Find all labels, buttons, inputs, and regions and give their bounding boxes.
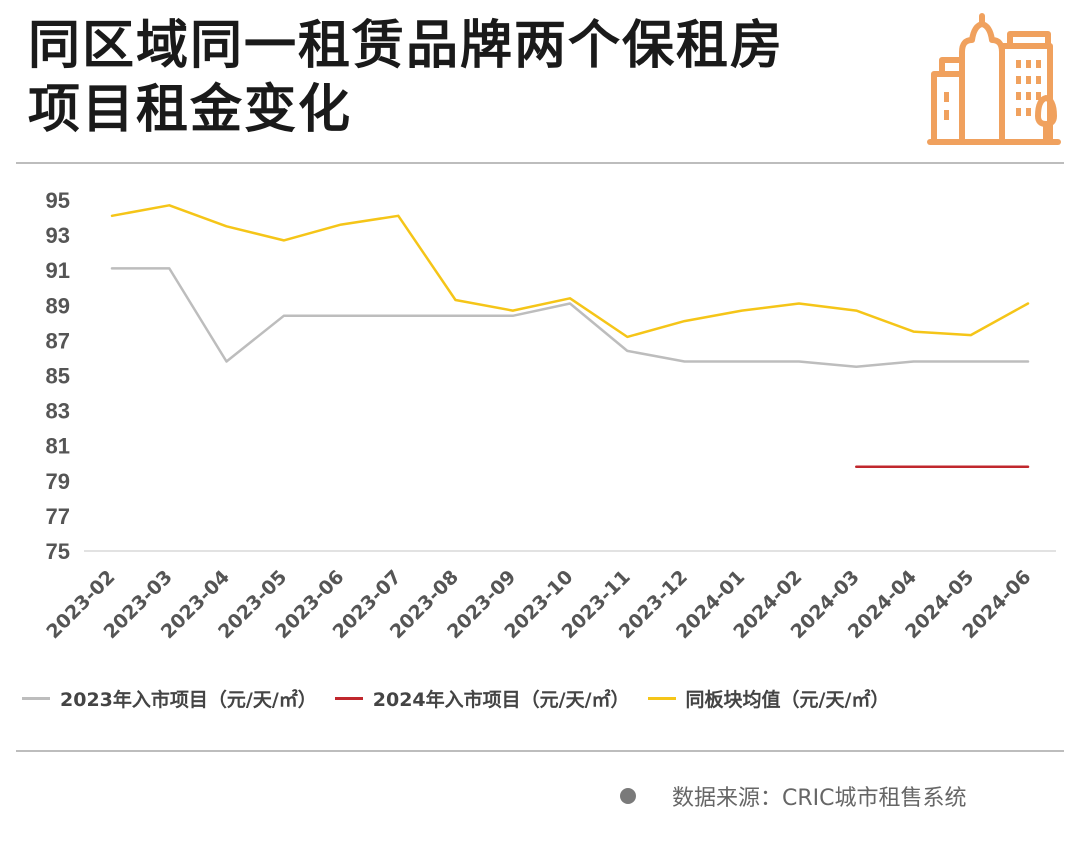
title-line-2: 项目租金变化	[28, 80, 353, 140]
legend-swatch-gray	[22, 696, 50, 700]
source-text: 数据来源：CRIC城市租售系统	[672, 786, 967, 811]
city-buildings-icon	[927, 13, 1061, 145]
chart-legend: 2023年入市项目（元/天/㎡） 2024年入市项目（元/天/㎡） 同板块均值（…	[22, 680, 1072, 716]
series-line-0	[110, 267, 1030, 368]
y-tick-label: 93	[46, 223, 70, 248]
y-tick-label: 91	[46, 258, 70, 283]
y-tick-label: 81	[46, 434, 70, 459]
bullet-dot-icon	[620, 788, 636, 804]
footer-divider	[16, 750, 1064, 752]
legend-item-average: 同板块均值（元/天/㎡）	[647, 685, 890, 712]
title-line-1: 同区域同一租赁品牌两个保租房	[28, 16, 785, 76]
y-tick-label: 79	[46, 469, 70, 494]
y-tick-label: 75	[46, 539, 70, 564]
y-tick-label: 95	[46, 188, 70, 213]
legend-swatch-yellow	[647, 696, 676, 700]
legend-label: 2023年入市项目（元/天/㎡）	[60, 688, 317, 711]
legend-item-2023: 2023年入市项目（元/天/㎡）	[22, 685, 317, 712]
y-tick-label: 77	[46, 504, 70, 529]
page-title: 同区域同一租赁品牌两个保租房 项目租金变化	[28, 14, 908, 142]
y-tick-label: 85	[46, 364, 70, 389]
header-divider	[16, 162, 1064, 164]
legend-item-2024: 2024年入市项目（元/天/㎡）	[334, 685, 630, 712]
legend-label: 同板块均值（元/天/㎡）	[685, 688, 890, 711]
y-tick-label: 83	[46, 399, 70, 424]
y-tick-label: 89	[46, 293, 70, 318]
legend-swatch-red	[334, 696, 363, 700]
series-line-2	[110, 204, 1030, 339]
legend-label: 2024年入市项目（元/天/㎡）	[372, 688, 630, 711]
y-tick-label: 87	[46, 328, 70, 353]
line-chart: 75777981838587899193952023-022023-032023…	[42, 188, 1056, 643]
data-source: 数据来源：CRIC城市租售系统	[620, 780, 967, 812]
